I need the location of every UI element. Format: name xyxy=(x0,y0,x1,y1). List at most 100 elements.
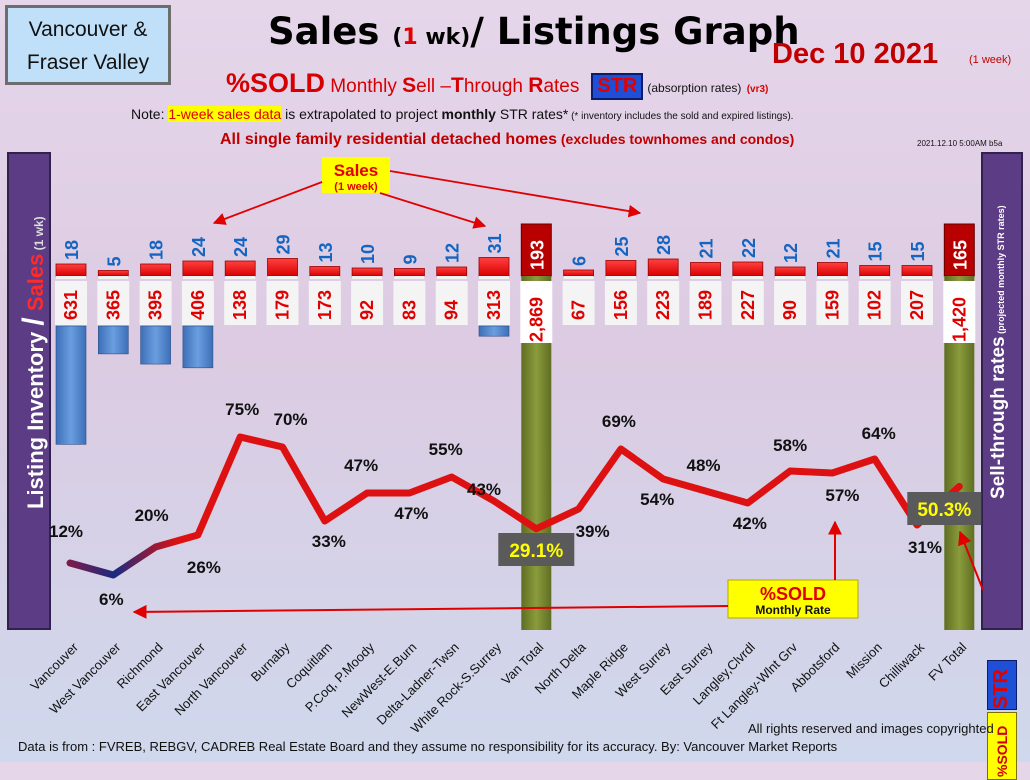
sales-bar-cap xyxy=(267,276,298,279)
inventory-value: 92 xyxy=(357,300,377,320)
sales-bar xyxy=(647,258,679,277)
sales-bar-total xyxy=(520,223,552,277)
subtitle-hrough: hrough xyxy=(463,76,529,97)
str-line-layer xyxy=(66,433,963,579)
note-mid: is extrapolated to project xyxy=(281,106,442,122)
inventory-label-box xyxy=(689,281,722,325)
chart-title: Sales (1 wk)/ Listings Graph xyxy=(268,10,800,53)
str-line xyxy=(66,433,963,579)
sales-bar-cap xyxy=(352,276,383,279)
inventory-label-box xyxy=(139,281,172,325)
category-label: NewWest-E.Burn xyxy=(339,640,420,721)
sales-bar xyxy=(563,269,594,277)
note-prefix: Note: xyxy=(131,106,169,122)
region-line1: Vancouver & xyxy=(28,18,148,41)
sales-bar xyxy=(224,260,256,277)
inventory-label-box xyxy=(55,281,87,325)
str-value: 55% xyxy=(429,440,463,459)
sales-bar-cap xyxy=(775,276,806,279)
str-value: 42% xyxy=(733,514,767,533)
str-value: 43% xyxy=(467,480,501,499)
report-date-note: (1 week) xyxy=(969,54,1012,66)
subtitle-s: S xyxy=(402,74,417,97)
sales-callout-sub: (1 week) xyxy=(334,181,378,193)
inventory-value: 156 xyxy=(611,290,631,320)
subtitle-monthly: Monthly xyxy=(325,76,403,97)
inventory-label-box xyxy=(901,281,933,325)
sales-bar-cap xyxy=(479,276,509,279)
sales-value: 18 xyxy=(62,240,82,260)
sales-bar xyxy=(182,260,214,277)
sales-bar-cap xyxy=(225,276,256,279)
inventory-value: 406 xyxy=(188,290,208,320)
sales-value: 24 xyxy=(231,237,251,257)
timestamp: 2021.12.10 5:00AM b5a xyxy=(917,139,1003,148)
sold-callout-sub: Monthly Rate xyxy=(755,603,831,617)
title-sales: Sales xyxy=(268,10,393,53)
str-value: 47% xyxy=(344,456,378,475)
sales-value: 10 xyxy=(358,244,378,264)
inventory-value: 1,420 xyxy=(949,297,969,342)
sales-value: 165 xyxy=(950,240,970,270)
str-value: 70% xyxy=(273,410,307,429)
chart-area: 6311836553951840624138241792917313921083… xyxy=(27,157,984,736)
inventory-value: 179 xyxy=(273,290,293,320)
inventory-value: 102 xyxy=(865,290,885,320)
inventory-label-box xyxy=(351,281,384,325)
sales-value: 193 xyxy=(527,240,547,270)
sales-bar-cap xyxy=(648,276,679,279)
str-value: 54% xyxy=(640,490,674,509)
sales-value: 18 xyxy=(147,240,167,260)
str-value: 20% xyxy=(135,506,169,525)
sales-bar xyxy=(309,266,341,277)
str-value: 57% xyxy=(825,486,859,505)
inventory-value: 189 xyxy=(696,290,716,320)
category-label: North Vancouver xyxy=(171,639,250,718)
subtitle-ates: ates xyxy=(543,76,580,97)
sales-bar-cap xyxy=(817,276,848,279)
sales-value: 6 xyxy=(570,256,590,266)
sales-value: 24 xyxy=(189,237,209,257)
sales-bar-cap xyxy=(436,276,467,279)
sales-value: 15 xyxy=(866,241,886,261)
sales-arrow xyxy=(389,170,642,218)
sales-bar-cap xyxy=(309,276,340,279)
str-value: 64% xyxy=(862,424,896,443)
inventory-value: 395 xyxy=(146,290,166,320)
inventory-value: 173 xyxy=(315,290,335,320)
title-wk: wk) xyxy=(417,25,471,50)
sold-arrow xyxy=(958,530,984,591)
right-axis-str-chip: STR xyxy=(987,660,1017,710)
str-value: 26% xyxy=(187,558,221,577)
str-value-total: 50.3% xyxy=(917,500,971,521)
subtitle-ell: ell – xyxy=(416,76,451,97)
inventory-value: 83 xyxy=(399,300,419,320)
sales-value: 12 xyxy=(443,243,463,263)
str-total-badge xyxy=(498,533,575,566)
sales-bar xyxy=(55,263,87,277)
inventory-bar xyxy=(55,325,87,445)
sales-value: 25 xyxy=(612,236,632,256)
sales-bar-cap xyxy=(98,276,129,279)
sales-value: 13 xyxy=(316,242,336,262)
sales-value: 12 xyxy=(781,243,801,263)
sales-callout-box xyxy=(322,157,390,193)
inventory-label-box xyxy=(520,281,553,343)
inventory-value: 223 xyxy=(653,290,673,320)
sales-bar-cap xyxy=(732,276,763,279)
sold-callout-box xyxy=(727,579,859,619)
sales-bar xyxy=(97,270,129,277)
sales-bar-cap xyxy=(394,276,425,279)
subtitle-r: R xyxy=(528,74,544,97)
inventory-label-box xyxy=(647,281,680,325)
inventory-value: 138 xyxy=(230,290,250,320)
sales-callout-title: Sales xyxy=(334,161,378,180)
sales-bar xyxy=(140,263,172,277)
labels-layer: 6311836553951840624138241792917313921083… xyxy=(49,233,982,609)
inventory-label-box xyxy=(604,281,637,325)
inventory-label-box xyxy=(943,281,976,343)
category-label: FV Total xyxy=(925,639,969,683)
sales-value: 31 xyxy=(485,233,505,253)
sales-value: 22 xyxy=(739,238,759,258)
